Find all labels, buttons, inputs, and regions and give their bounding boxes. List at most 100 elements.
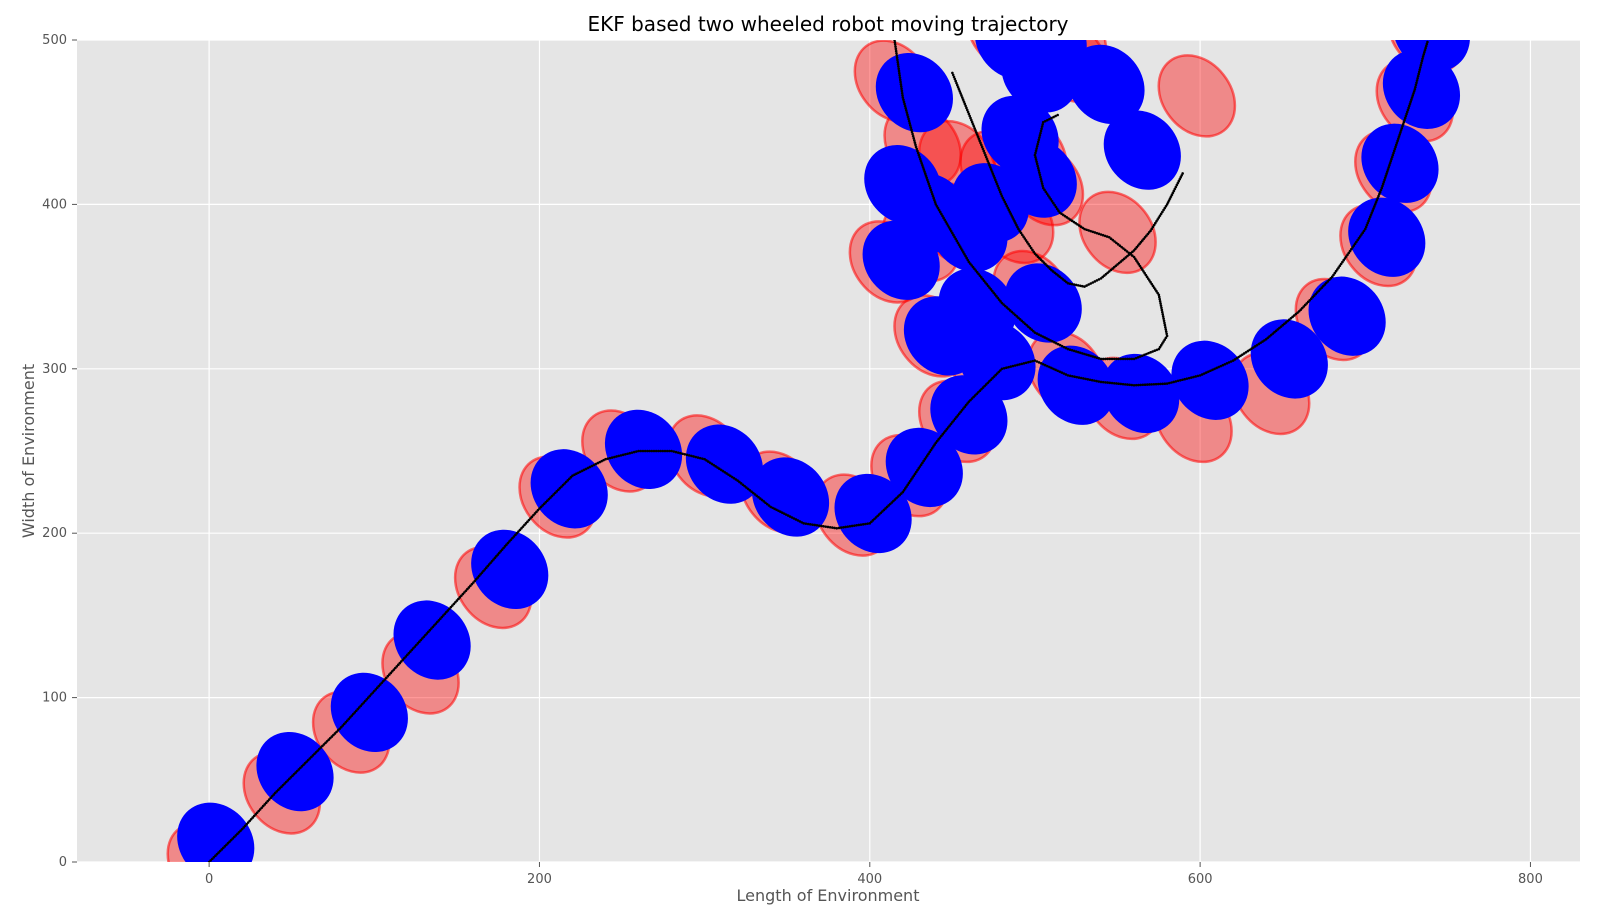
- trajectory-point: [1044, 190, 1048, 194]
- trajectory-point: [904, 106, 907, 110]
- trajectory-point: [1202, 372, 1206, 375]
- trajectory-point: [1104, 381, 1107, 384]
- trajectory-point: [1333, 271, 1337, 275]
- trajectory-point: [828, 525, 832, 529]
- trajectory-point: [258, 808, 262, 811]
- trajectory-point: [1401, 125, 1404, 128]
- covariance-ellipse: [1157, 54, 1237, 138]
- trajectory-point: [1062, 372, 1066, 375]
- trajectory-point: [1415, 81, 1418, 85]
- trajectory-point: [1163, 206, 1167, 210]
- trajectory-point: [696, 456, 700, 459]
- trajectory-point: [1038, 136, 1041, 139]
- trajectory-point: [918, 155, 921, 159]
- estimate-ellipse: [1250, 319, 1328, 399]
- trajectory-point: [903, 487, 907, 490]
- trajectory-point: [958, 245, 962, 248]
- trajectory-point: [710, 462, 714, 466]
- trajectory-point: [824, 525, 828, 528]
- trajectory-point: [984, 155, 988, 159]
- trajectory-point: [452, 602, 456, 606]
- trajectory-point: [1097, 232, 1101, 236]
- trajectory-point: [1048, 365, 1051, 369]
- trajectory-point: [741, 483, 745, 487]
- trajectory-point: [1164, 204, 1168, 208]
- trajectory-point: [302, 763, 305, 767]
- trajectory-point: [1390, 155, 1394, 159]
- trajectory-point: [681, 452, 684, 456]
- trajectory-point: [1039, 334, 1043, 337]
- trajectory-point: [281, 783, 285, 787]
- trajectory-point: [538, 507, 541, 510]
- trajectory-point: [946, 224, 950, 227]
- trajectory-point: [991, 376, 994, 380]
- trajectory-point: [1064, 346, 1068, 350]
- trajectory-point: [624, 452, 627, 456]
- trajectory-point: [511, 536, 514, 540]
- trajectory-point: [1115, 241, 1118, 245]
- trajectory-point: [353, 711, 357, 714]
- trajectory-point: [1384, 174, 1388, 177]
- trajectory-point: [1054, 205, 1058, 209]
- trajectory-point: [412, 646, 415, 650]
- trajectory-point: [842, 525, 845, 529]
- trajectory-point: [584, 467, 588, 471]
- trajectory-point: [898, 76, 902, 79]
- trajectory-point: [1108, 357, 1112, 361]
- trajectory-point: [578, 470, 582, 474]
- trajectory-point: [1110, 357, 1114, 361]
- trajectory-point: [1123, 248, 1127, 252]
- trajectory-point: [1399, 131, 1402, 134]
- trajectory-point: [1095, 356, 1099, 360]
- trajectory-point: [1338, 264, 1342, 268]
- trajectory-point: [1150, 227, 1154, 231]
- trajectory-point: [1152, 382, 1156, 386]
- trajectory-point: [1056, 113, 1059, 117]
- trajectory-point: [321, 744, 324, 748]
- trajectory-point: [1117, 382, 1120, 386]
- estimate-ellipse: [1067, 44, 1145, 125]
- trajectory-point: [406, 653, 409, 657]
- trajectory-point: [975, 131, 978, 134]
- trajectory-point: [1062, 345, 1066, 349]
- trajectory-point: [813, 523, 817, 527]
- trajectory-point: [930, 190, 933, 194]
- trajectory-point: [1103, 234, 1107, 238]
- trajectory-point: [652, 449, 656, 453]
- trajectory-point: [906, 115, 910, 119]
- trajectory-point: [299, 766, 302, 770]
- trajectory-point: [1123, 383, 1127, 386]
- trajectory-point: [1013, 313, 1017, 317]
- trajectory-point: [1178, 177, 1182, 181]
- trajectory-point: [1013, 364, 1017, 367]
- trajectory-point: [1081, 284, 1084, 288]
- trajectory-point: [422, 635, 426, 639]
- trajectory-point: [1132, 255, 1136, 259]
- trajectory-point: [1396, 139, 1399, 142]
- trajectory-point: [1060, 344, 1064, 348]
- trajectory-point: [1007, 307, 1010, 311]
- trajectory-point: [1057, 209, 1060, 213]
- trajectory-point: [1106, 381, 1109, 384]
- trajectory-point: [1070, 349, 1074, 352]
- trajectory-point: [1348, 249, 1352, 253]
- estimate-ellipse: [1392, 40, 1470, 72]
- trajectory-point: [727, 473, 730, 476]
- trajectory-point: [1005, 204, 1009, 208]
- trajectory-point: [1009, 365, 1013, 368]
- trajectory-point: [1075, 375, 1079, 379]
- trajectory-point: [956, 85, 960, 89]
- trajectory-point: [1039, 175, 1042, 179]
- trajectory-point: [976, 135, 980, 138]
- trajectory-point: [940, 212, 943, 216]
- trajectory-point: [1403, 116, 1407, 120]
- trajectory-point: [1112, 381, 1116, 385]
- trajectory-point: [905, 111, 909, 114]
- trajectory-point: [1085, 284, 1088, 287]
- trajectory-point: [260, 806, 263, 810]
- trajectory-point: [218, 849, 222, 853]
- trajectory-point: [928, 184, 931, 188]
- x-axis-label: Length of Environment: [737, 886, 920, 905]
- trajectory-point: [992, 174, 995, 177]
- trajectory-point: [902, 98, 905, 101]
